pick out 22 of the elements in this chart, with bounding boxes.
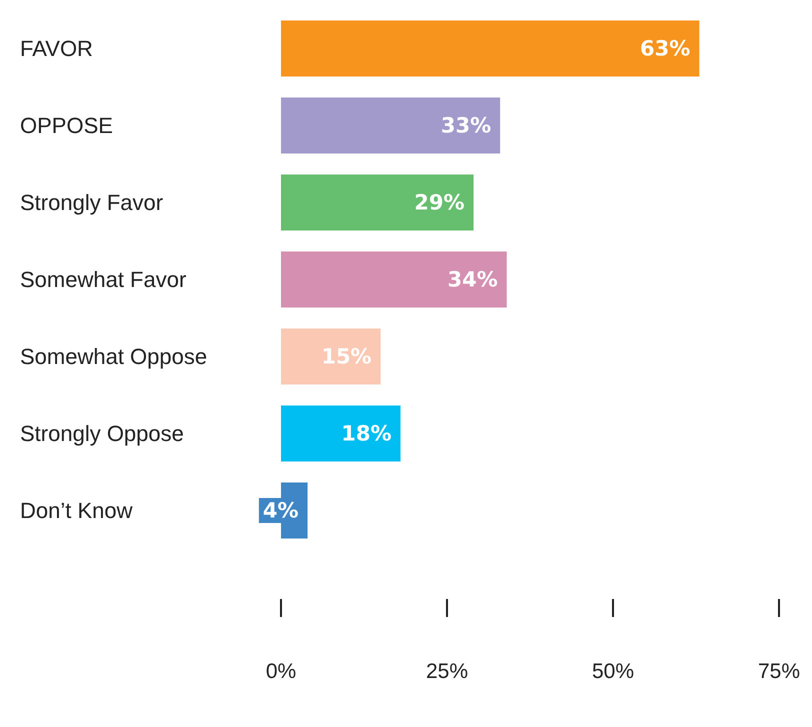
x-tick-label: 75%	[758, 660, 800, 683]
data-label: 33%	[440, 114, 492, 138]
y-tick-label: Strongly Favor	[20, 190, 164, 215]
bar	[281, 174, 474, 230]
y-tick-label: FAVOR	[20, 36, 93, 61]
data-label: 15%	[321, 344, 372, 368]
bar	[281, 98, 500, 154]
x-tick-label: 50%	[592, 660, 634, 683]
y-tick-label: Don’t Know	[20, 498, 133, 523]
data-label: 29%	[414, 190, 465, 214]
data-label: 34%	[447, 268, 498, 292]
data-label: 63%	[640, 36, 690, 60]
y-tick-label: Somewhat Favor	[20, 267, 186, 292]
x-tick-label: 0%	[266, 660, 296, 683]
y-tick-label: Strongly Oppose	[20, 421, 184, 446]
x-tick-label: 25%	[426, 660, 468, 683]
data-label: 4%	[262, 498, 299, 522]
bar	[281, 252, 507, 308]
data-label: 18%	[341, 422, 392, 446]
bar	[281, 20, 700, 76]
y-tick-label: Somewhat Oppose	[20, 344, 208, 369]
y-tick-label: OPPOSE	[20, 113, 113, 138]
